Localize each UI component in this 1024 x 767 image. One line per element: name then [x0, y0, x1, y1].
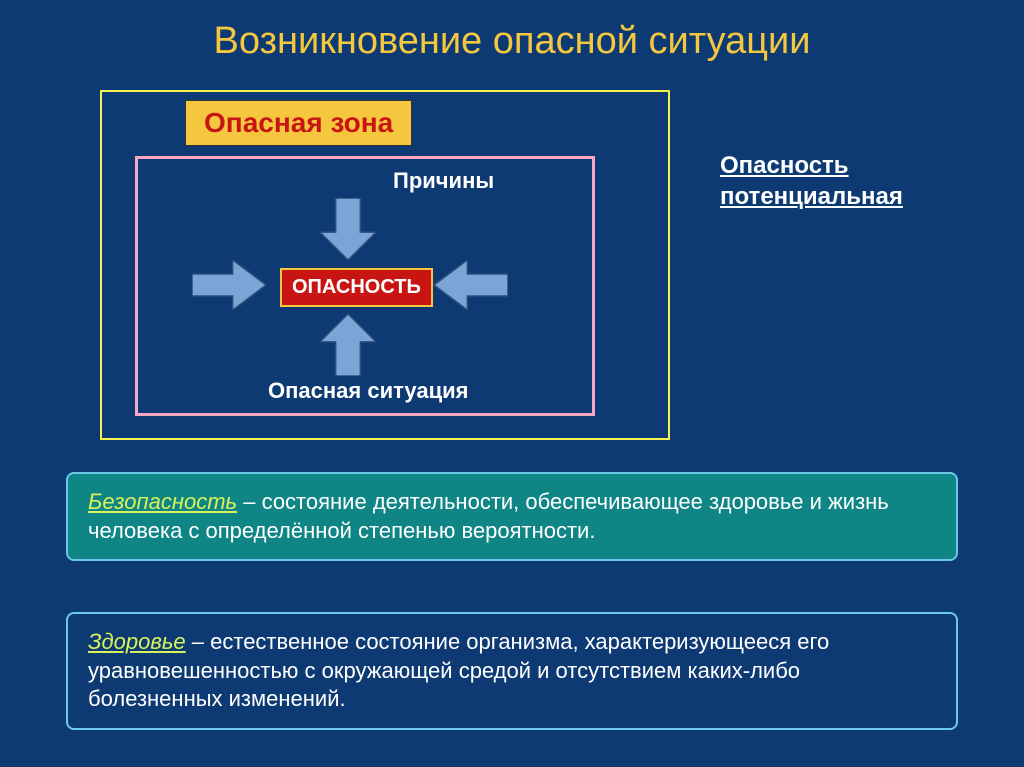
- arrow-right-icon: [192, 260, 266, 310]
- side-line1: Опасность: [720, 152, 849, 179]
- danger-zone-label: Опасная зона: [185, 100, 412, 146]
- definition-safety-box: Безопасность – состояние деятельности, о…: [66, 472, 958, 561]
- arrow-down-icon: [320, 198, 376, 260]
- definition-health-box: Здоровье – естественное состояние органи…: [66, 612, 958, 730]
- def-health-text: – естественное состояние организма, хара…: [88, 629, 829, 711]
- side-line2: потенциальная: [720, 183, 903, 210]
- arrow-left-icon: [434, 260, 508, 310]
- causes-label: Причины: [393, 168, 494, 194]
- arrow-up-icon: [320, 314, 376, 376]
- danger-center-box: ОПАСНОСТЬ: [280, 268, 433, 307]
- slide-title: Возникновение опасной ситуации: [0, 0, 1024, 63]
- situation-label: Опасная ситуация: [268, 378, 469, 404]
- def-health-term: Здоровье: [88, 629, 186, 654]
- potential-danger-label: Опасность потенциальная: [720, 150, 903, 212]
- def-safety-term: Безопасность: [88, 489, 237, 514]
